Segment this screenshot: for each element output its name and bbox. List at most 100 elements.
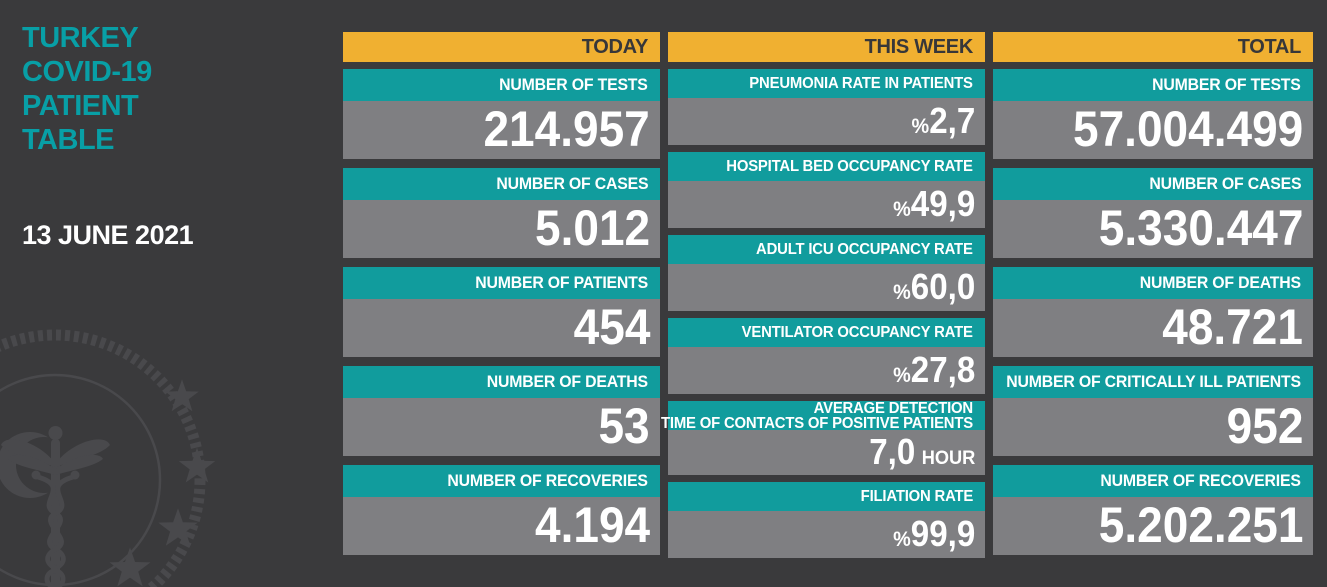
stat-label: NUMBER OF CASES — [993, 168, 1313, 200]
stat-value: 48.721 — [993, 299, 1313, 357]
stat-label: FILIATION RATE — [668, 482, 985, 511]
stat-card-critically-ill-total: NUMBER OF CRITICALLY ILL PATIENTS 952 — [993, 366, 1313, 456]
stat-label: NUMBER OF CRITICALLY ILL PATIENTS — [993, 366, 1313, 398]
stat-label-text: ADULT ICU OCCUPANCY RATE — [756, 240, 973, 258]
stat-card-avg-detection-time: AVERAGE DETECTION TIME OF CONTACTS OF PO… — [661, 399, 985, 475]
column-this-week: THIS WEEK PNEUMONIA RATE IN PATIENTS %2,… — [661, 32, 985, 565]
title-line-4: TABLE — [22, 123, 115, 156]
stat-card-pneumonia-rate: PNEUMONIA RATE IN PATIENTS %2,7 — [668, 69, 985, 145]
report-date: 13 JUNE 2021 — [22, 220, 194, 250]
stat-label-text: HOSPITAL BED OCCUPANCY RATE — [726, 157, 974, 175]
stat-label: NUMBER OF PATIENTS — [343, 267, 660, 299]
stat-card-recoveries-total: NUMBER OF RECOVERIES 5.202.251 — [993, 465, 1313, 555]
stat-value-text: 5.202.251 — [1098, 497, 1303, 553]
stat-value: %99,9 — [668, 511, 985, 558]
stat-value-text: 27,8 — [910, 349, 975, 390]
stat-value-text: 49,9 — [910, 183, 975, 224]
stat-value: 57.004.499 — [993, 101, 1313, 159]
stat-label: NUMBER OF RECOVERIES — [343, 465, 660, 497]
stat-card-filiation-rate: FILIATION RATE %99,9 — [668, 482, 985, 558]
stat-label: NUMBER OF CASES — [343, 168, 660, 200]
stat-value-group: %99,9 — [893, 511, 975, 562]
stat-value-group: 7,0 HOUR — [869, 430, 975, 480]
stat-value-text: 5.330.447 — [1098, 200, 1303, 256]
caduceus-icon — [1, 426, 110, 587]
stat-value: 5.330.447 — [993, 200, 1313, 258]
stat-value-text: 48.721 — [1162, 299, 1303, 355]
stat-label: NUMBER OF DEATHS — [343, 366, 660, 398]
stat-value: 5.012 — [343, 200, 660, 258]
stat-label: NUMBER OF RECOVERIES — [993, 465, 1313, 497]
stat-card-adult-icu-occupancy: ADULT ICU OCCUPANCY RATE %60,0 — [668, 235, 985, 311]
stat-value-text: 60,0 — [910, 266, 975, 307]
column-header-this-week: THIS WEEK — [668, 32, 985, 62]
stat-value: 214.957 — [343, 101, 660, 159]
star-icon — [158, 508, 198, 546]
stat-label: AVERAGE DETECTION TIME OF CONTACTS OF PO… — [661, 399, 985, 431]
percent-sign: % — [892, 362, 911, 387]
percent-sign: % — [911, 113, 929, 138]
percent-sign: % — [892, 196, 911, 221]
rope-circle — [0, 329, 206, 587]
percent-sign: % — [892, 526, 911, 551]
stat-value: 53 — [343, 398, 660, 456]
stat-value-text: 99,9 — [910, 513, 975, 554]
stat-label: NUMBER OF TESTS — [343, 69, 660, 101]
stat-value-unit: HOUR — [921, 447, 975, 469]
stat-card-cases-today: NUMBER OF CASES 5.012 — [343, 168, 660, 258]
stat-card-hospital-bed-occupancy: HOSPITAL BED OCCUPANCY RATE %49,9 — [668, 152, 985, 228]
stat-value-text: 53 — [598, 398, 650, 454]
stat-card-patients-today: NUMBER OF PATIENTS 454 — [343, 267, 660, 357]
stat-label-text: FILIATION RATE — [860, 487, 974, 505]
column-total: TOTAL NUMBER OF TESTS 57.004.499 NUMBER … — [993, 32, 1313, 565]
stat-value-text: 57.004.499 — [1072, 101, 1303, 157]
stat-card-tests-today: NUMBER OF TESTS 214.957 — [343, 69, 660, 159]
stat-value: 5.202.251 — [993, 497, 1313, 555]
title-line-1: TURKEY — [22, 22, 139, 54]
page-title: TURKEY COVID-19 PATIENT TABLE — [22, 22, 152, 158]
title-line-3: PATIENT — [22, 89, 139, 122]
stat-label-text-line1: AVERAGE DETECTION — [813, 399, 974, 417]
stat-value-group: %49,9 — [893, 181, 975, 232]
stat-label-text: NUMBER OF DEATHS — [1139, 273, 1301, 292]
stat-value: 7,0 HOUR — [668, 430, 985, 475]
stat-value-text: 7,0 — [868, 431, 915, 472]
column-header-total: TOTAL — [993, 32, 1313, 62]
stat-label-text: NUMBER OF PATIENTS — [475, 273, 648, 292]
percent-sign: % — [892, 279, 911, 304]
stat-value-text: 5.012 — [534, 200, 650, 256]
stat-card-ventilator-occupancy: VENTILATOR OCCUPANCY RATE %27,8 — [668, 318, 985, 394]
stat-label-text: NUMBER OF CASES — [495, 174, 648, 193]
title-line-2: COVID-19 — [22, 55, 152, 88]
stat-label: PNEUMONIA RATE IN PATIENTS — [668, 69, 985, 98]
star-icon — [109, 547, 151, 587]
left-panel: TURKEY COVID-19 PATIENT TABLE 13 JUNE 20… — [0, 0, 343, 587]
stat-value: %60,0 — [668, 264, 985, 311]
stat-label: ADULT ICU OCCUPANCY RATE — [668, 235, 985, 264]
stat-value-text: 2,7 — [928, 100, 975, 141]
stat-value: 4.194 — [343, 497, 660, 555]
stat-value-group: %60,0 — [893, 264, 975, 315]
stat-label-text: NUMBER OF CASES — [1148, 174, 1301, 193]
ministry-of-health-emblem-watermark — [0, 329, 216, 587]
stat-card-tests-total: NUMBER OF TESTS 57.004.499 — [993, 69, 1313, 159]
stat-card-recoveries-today: NUMBER OF RECOVERIES 4.194 — [343, 465, 660, 555]
stat-card-deaths-today: NUMBER OF DEATHS 53 — [343, 366, 660, 456]
stat-label: HOSPITAL BED OCCUPANCY RATE — [668, 152, 985, 181]
stat-value-text: 4.194 — [534, 497, 650, 553]
stat-value-group: %27,8 — [893, 347, 975, 398]
stat-label: VENTILATOR OCCUPANCY RATE — [668, 318, 985, 347]
stat-label-text: NUMBER OF CRITICALLY ILL PATIENTS — [1006, 372, 1301, 391]
stat-label-text-line2: TIME OF CONTACTS OF POSITIVE PATIENTS — [661, 414, 973, 432]
stat-label: NUMBER OF TESTS — [993, 69, 1313, 101]
stat-card-deaths-total: NUMBER OF DEATHS 48.721 — [993, 267, 1313, 357]
stat-value: %2,7 — [668, 98, 985, 145]
star-icon — [178, 447, 216, 483]
stat-value-text: 952 — [1226, 398, 1303, 454]
stat-value: %27,8 — [668, 347, 985, 394]
stat-label-text: NUMBER OF DEATHS — [486, 372, 648, 391]
stat-value-group: %2,7 — [911, 98, 975, 149]
stat-label-text: NUMBER OF RECOVERIES — [1100, 471, 1302, 490]
stat-label-text: NUMBER OF RECOVERIES — [447, 471, 649, 490]
